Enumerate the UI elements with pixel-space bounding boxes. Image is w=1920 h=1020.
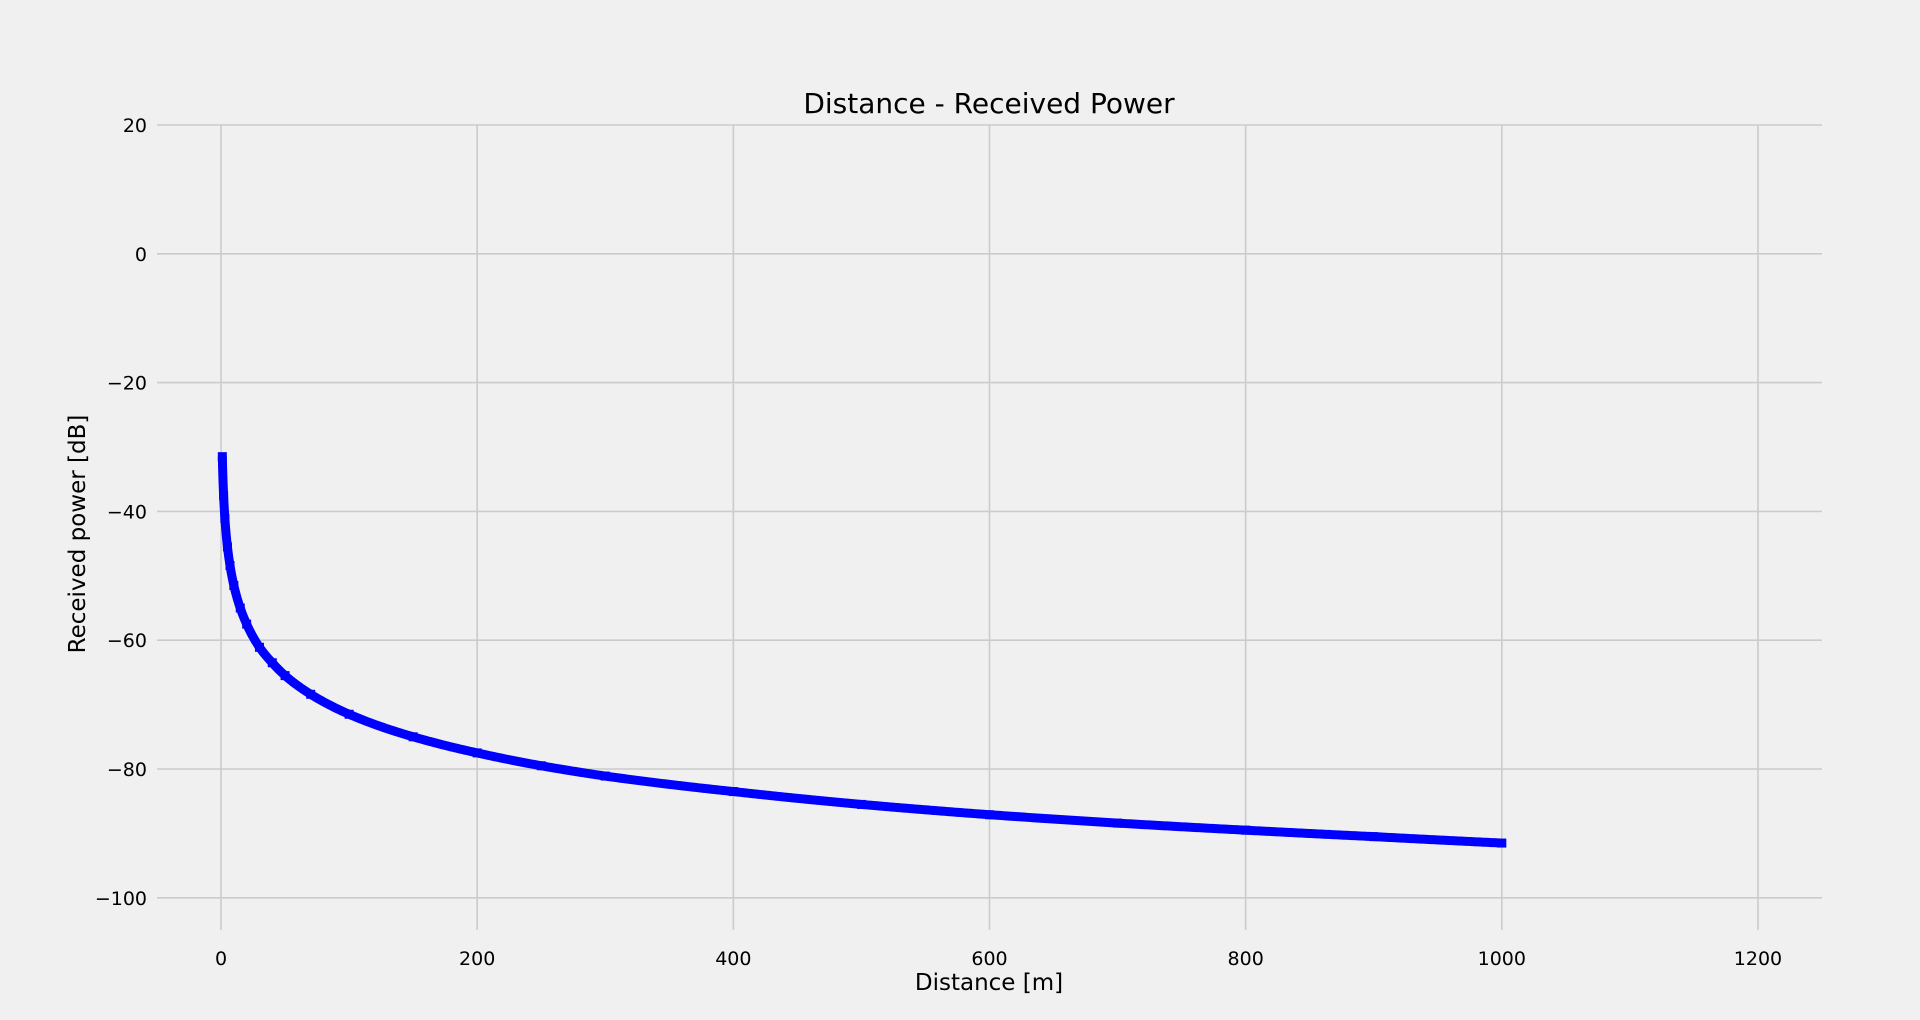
data-point [280, 671, 290, 681]
x-tick-label: 1200 [1734, 948, 1782, 970]
x-tick-label: 1000 [1478, 948, 1526, 970]
data-point [220, 513, 230, 523]
data-point [472, 748, 482, 758]
y-tick-label: −60 [107, 630, 147, 652]
data-point [856, 799, 866, 809]
data-point [306, 689, 316, 699]
x-axis-title: Distance [m] [915, 970, 1063, 996]
y-grid-lines [157, 124, 1822, 899]
y-tick-label: −20 [107, 373, 147, 395]
data-point [1113, 818, 1123, 828]
data-point [1241, 825, 1251, 835]
y-tick-label: −80 [107, 759, 147, 781]
data-point [408, 732, 418, 742]
y-tick-label: −40 [107, 501, 147, 523]
x-grid-lines [220, 125, 1759, 930]
x-tick-label: 0 [215, 948, 227, 970]
data-point [985, 810, 994, 820]
data-point [254, 642, 264, 652]
x-tick-labels: 0 200 400 600 800 1000 1200 [215, 948, 1782, 970]
data-point [600, 771, 610, 781]
data-point [242, 619, 252, 629]
data-point [344, 709, 354, 719]
y-tick-label: 20 [123, 115, 147, 137]
x-tick-label: 600 [971, 948, 1007, 970]
x-tick-label: 800 [1228, 948, 1264, 970]
data-point [225, 561, 235, 570]
data-point [235, 603, 245, 613]
received-power-series-line [217, 454, 1505, 848]
chart-title: Distance - Received Power [803, 87, 1175, 120]
y-tick-labels: 20 0 −20 −40 −60 −80 −100 [95, 115, 147, 910]
data-point [229, 580, 239, 590]
y-tick-label: 0 [135, 244, 147, 266]
y-axis-title: Received power [dB] [65, 415, 91, 654]
series-layer [217, 452, 1507, 848]
data-point [222, 542, 232, 552]
data-point [219, 490, 229, 500]
data-point [1497, 838, 1507, 848]
y-tick-label: −100 [95, 888, 147, 910]
data-point [217, 452, 227, 462]
data-point [728, 787, 738, 797]
data-point [536, 761, 546, 771]
data-point [1369, 832, 1379, 842]
data-point [267, 658, 277, 668]
x-tick-label: 200 [459, 948, 495, 970]
x-tick-label: 400 [715, 948, 751, 970]
